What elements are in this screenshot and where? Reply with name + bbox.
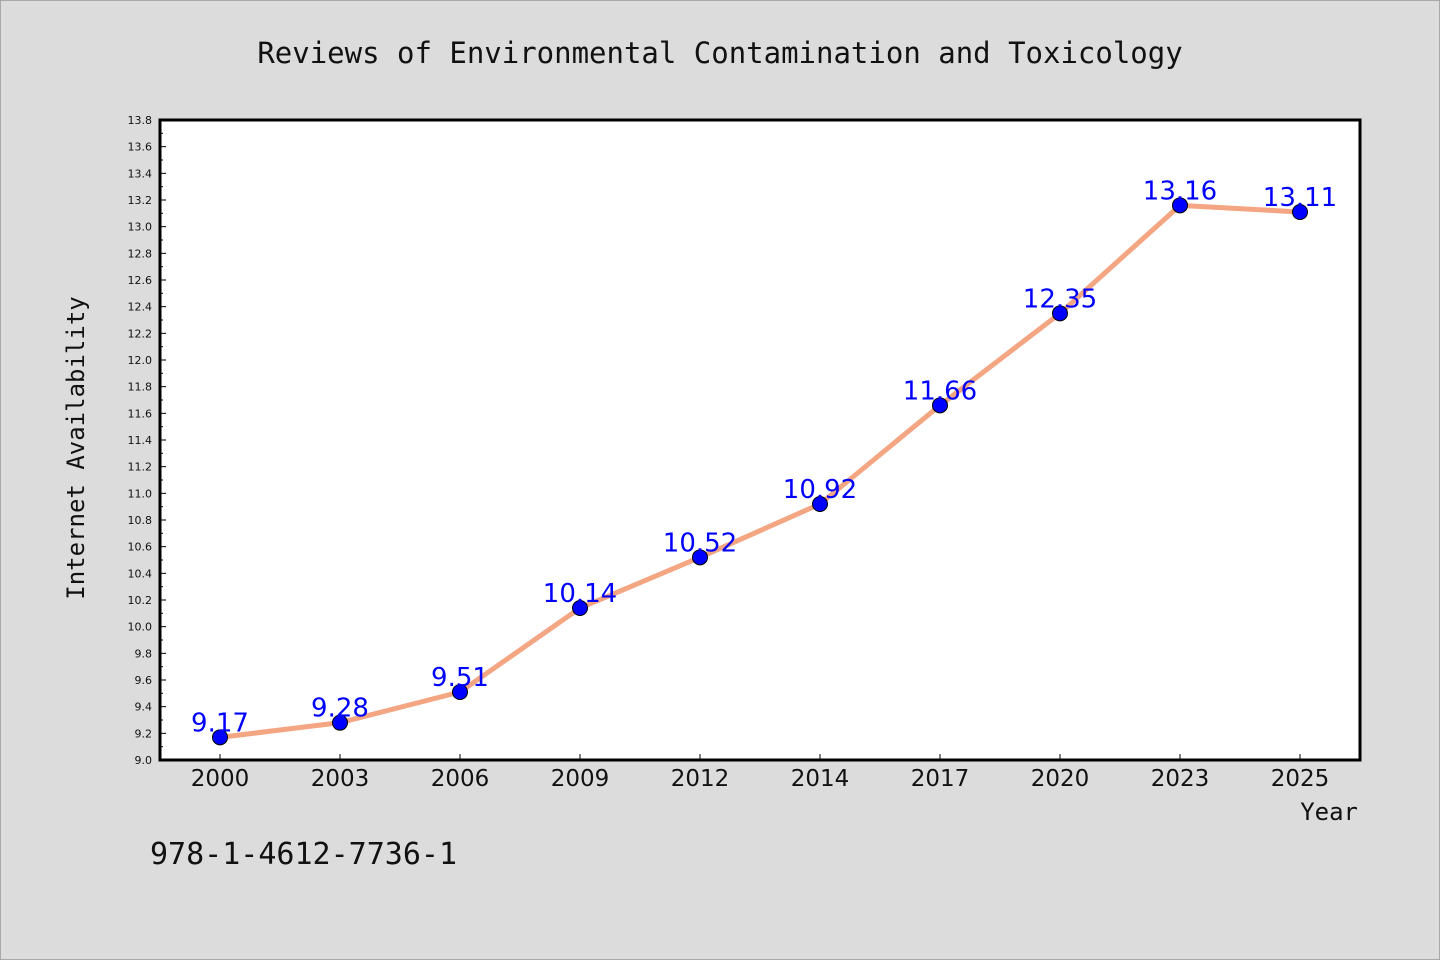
data-label: 11.66	[903, 376, 977, 406]
x-tick-label: 2012	[671, 766, 730, 792]
isbn-text: 978-1-4612-7736-1	[150, 837, 457, 872]
y-tick-label: 10.6	[128, 541, 153, 554]
data-point	[212, 729, 228, 746]
y-tick-label: 12.2	[128, 327, 153, 340]
data-label: 13.16	[1143, 176, 1217, 206]
x-tick-label: 2009	[551, 766, 610, 792]
data-series: 9.17 9.28 9.51 10.14 10.52 10.92 11.66 12.35 13.…	[191, 176, 1337, 746]
data-point	[332, 714, 348, 731]
y-axis-label: Internet Availability	[62, 296, 90, 599]
y-tick-label: 9.2	[135, 727, 153, 740]
data-point	[1292, 204, 1308, 220]
x-tick-label: 2003	[311, 766, 370, 792]
y-tick-label: 13.0	[128, 221, 153, 234]
y-tick-label: 11.8	[128, 381, 153, 394]
data-point	[452, 684, 468, 700]
x-tick-label: 2025	[1271, 766, 1330, 792]
x-tick-label: 2014	[791, 766, 850, 792]
y-tick-label: 13.6	[128, 141, 153, 154]
series-line	[217, 202, 1303, 740]
x-axis: 2000 2003 2006 2009 2012 2014 2017 2020 2023 2025	[191, 754, 1330, 792]
x-tick-label: 2023	[1151, 766, 1210, 792]
y-tick-label: 11.4	[128, 434, 153, 447]
y-tick-label: 13.2	[128, 194, 153, 207]
data-label: 9.17	[191, 708, 249, 738]
y-tick-label: 12.6	[128, 274, 153, 287]
y-tick-label: 9.6	[135, 674, 153, 687]
x-tick-label: 2017	[911, 766, 970, 792]
x-tick-label: 2000	[191, 766, 250, 792]
plot-area	[158, 118, 1362, 762]
y-tick-label: 11.2	[128, 461, 153, 474]
y-tick-label: 10.0	[128, 621, 153, 634]
data-label: 9.51	[431, 663, 489, 693]
y-tick-label: 11.6	[128, 407, 153, 420]
y-tick-label: 10.2	[128, 594, 153, 607]
data-label: 10.52	[663, 528, 737, 558]
x-tick-label: 2006	[431, 766, 490, 792]
y-tick-label: 9.0	[135, 754, 153, 767]
x-tick-label: 2020	[1031, 766, 1090, 792]
y-tick-label: 13.8	[128, 114, 153, 127]
y-tick-label: 12.8	[128, 247, 153, 260]
x-axis-label: Year	[1300, 798, 1358, 826]
data-point	[692, 549, 708, 566]
y-tick-label: 9.4	[135, 701, 153, 714]
data-point	[572, 600, 588, 616]
y-tick-label: 9.8	[135, 647, 153, 660]
data-point	[932, 397, 948, 414]
data-label: 10.92	[783, 475, 857, 505]
y-tick-label: 13.4	[128, 167, 153, 180]
data-point	[812, 496, 828, 512]
data-point	[1172, 197, 1188, 214]
y-tick-label: 10.4	[128, 567, 153, 580]
data-label: 10.14	[543, 579, 617, 609]
y-axis: 9.0 9.2 9.4 9.6 9.8 10.0 10.2 10.4 10.6 10.8 11.0 1…	[128, 114, 166, 767]
y-tick-label: 11.0	[128, 487, 153, 500]
data-label: 13.11	[1263, 183, 1337, 213]
y-tick-label: 10.8	[128, 514, 153, 527]
data-point	[1052, 305, 1068, 322]
chart-title: Reviews of Environmental Contamination a…	[257, 36, 1182, 70]
y-tick-label: 12.4	[128, 301, 153, 314]
data-label: 9.28	[311, 694, 369, 724]
y-tick-label: 12.0	[128, 354, 153, 367]
data-label: 12.35	[1023, 284, 1097, 314]
